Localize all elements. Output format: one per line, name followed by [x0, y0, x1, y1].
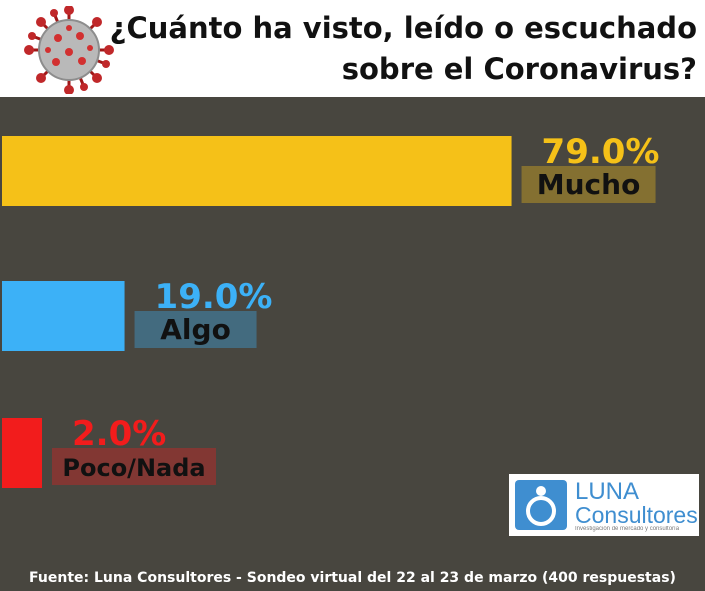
logo-subtitle: Consultores [575, 502, 698, 528]
category-label-2: Algo [160, 313, 231, 346]
chart-title: ¿Cuánto ha visto, leído o escuchado sobr… [97, 8, 697, 90]
title-line-1: ¿Cuánto ha visto, leído o escuchado [109, 11, 697, 45]
category-label-1: Mucho [537, 168, 641, 201]
bar-1 [2, 136, 512, 206]
coronavirus-icon [24, 6, 114, 94]
value-label-1: 79.0% [542, 132, 660, 172]
logo-tagline: Investigación de mercado y consultoría [575, 526, 680, 532]
logo-name: LUNA [575, 478, 640, 505]
luna-consultores-logo: LUNA Consultores Investigación de mercad… [509, 474, 699, 536]
bar-chart: 79.0%Mucho 19.0%Algo 2.0%Poco/Nada [2, 132, 660, 488]
category-box-1 [521, 166, 656, 203]
category-label-3: Poco/Nada [62, 454, 205, 482]
value-label-2: 19.0% [155, 277, 273, 317]
category-box-3 [52, 448, 216, 485]
luna-logo-icon [515, 480, 567, 530]
title-line-2: sobre el Coronavirus? [341, 52, 697, 86]
bar-3 [2, 418, 42, 488]
category-box-2 [134, 311, 257, 348]
value-label-3: 2.0% [72, 414, 166, 454]
source-footnote: Fuente: Luna Consultores - Sondeo virtua… [29, 570, 676, 586]
bar-2 [2, 281, 125, 351]
header: ¿Cuánto ha visto, leído o escuchado sobr… [0, 0, 705, 97]
